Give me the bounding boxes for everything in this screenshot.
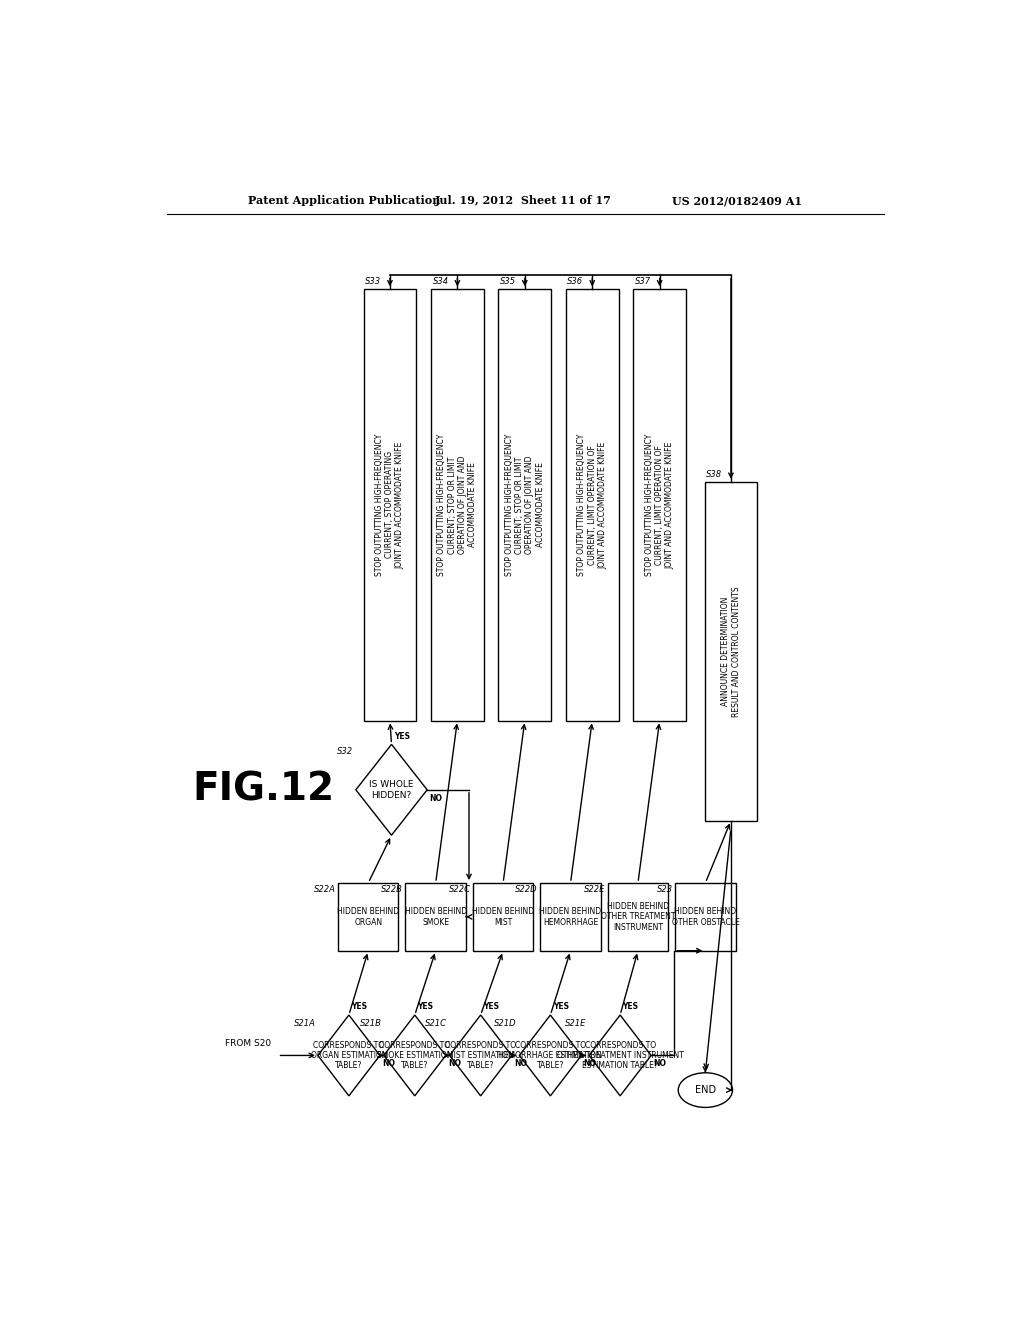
Text: NO: NO [429,793,442,803]
Text: CORRESPONDS TO
ORGAN ESTIMATION
TABLE?: CORRESPONDS TO ORGAN ESTIMATION TABLE? [310,1040,387,1071]
Bar [541,883,601,950]
Bar [675,883,735,950]
Text: S21D: S21D [495,1019,517,1028]
Bar [499,289,551,721]
Text: END: END [695,1085,716,1096]
Text: CORRESPONDS TO
HEMORRHAGE ESTIMATION
TABLE?: CORRESPONDS TO HEMORRHAGE ESTIMATION TAB… [499,1040,602,1071]
Text: S22C: S22C [449,884,471,894]
Text: S23: S23 [656,884,673,894]
Text: S38: S38 [707,470,722,479]
Text: Jul. 19, 2012  Sheet 11 of 17: Jul. 19, 2012 Sheet 11 of 17 [435,195,611,206]
Text: S33: S33 [366,277,381,286]
Bar [338,883,398,950]
Text: HIDDEN BEHIND
SMOKE: HIDDEN BEHIND SMOKE [404,907,467,927]
Text: STOP OUTPUTTING HIGH-FREQUENCY
CURRENT; STOP OR LIMIT
OPERATION OF JOINT AND
ACC: STOP OUTPUTTING HIGH-FREQUENCY CURRENT; … [437,434,477,576]
Text: NO: NO [653,1059,667,1068]
Text: S34: S34 [432,277,449,286]
Text: YES: YES [417,1002,433,1011]
Bar [607,883,669,950]
Text: NO: NO [514,1059,527,1068]
Text: CORRESPONDS TO
MIST ESTIMATION
TABLE?: CORRESPONDS TO MIST ESTIMATION TABLE? [445,1040,516,1071]
Text: Patent Application Publication: Patent Application Publication [248,195,440,206]
Text: YES: YES [394,733,411,742]
Text: CORRESPONDS TO
SMOKE ESTIMATION
TABLE?: CORRESPONDS TO SMOKE ESTIMATION TABLE? [377,1040,453,1071]
Text: S37: S37 [635,277,651,286]
Text: S21B: S21B [359,1019,381,1028]
Bar [633,289,686,721]
Text: FIG.12: FIG.12 [193,771,335,809]
Text: S36: S36 [567,277,584,286]
Text: S32: S32 [337,747,353,755]
Text: NO: NO [382,1059,395,1068]
Bar [431,289,483,721]
Text: HIDDEN BEHIND
HEMORRHAGE: HIDDEN BEHIND HEMORRHAGE [540,907,601,927]
Text: HIDDEN BEHIND
ORGAN: HIDDEN BEHIND ORGAN [337,907,399,927]
Text: HIDDEN BEHIND
OTHER OBSTACLE: HIDDEN BEHIND OTHER OBSTACLE [672,907,739,927]
Text: HIDDEN BEHIND
OTHER TREATMENT
INSTRUMENT: HIDDEN BEHIND OTHER TREATMENT INSTRUMENT [601,902,675,932]
Text: S21A: S21A [294,1019,315,1028]
Text: YES: YES [483,1002,499,1011]
Text: HIDDEN BEHIND
MIST: HIDDEN BEHIND MIST [472,907,535,927]
Text: STOP OUTPUTTING HIGH-FREQUENCY
CURRENT, LIMIT OPERATION OF
JOINT AND ACCOMMODATE: STOP OUTPUTTING HIGH-FREQUENCY CURRENT, … [645,434,675,576]
Text: CORRESPONDS TO
OTHER TREATMENT INSTRUMENT
ESTIMATION TABLE?: CORRESPONDS TO OTHER TREATMENT INSTRUMEN… [557,1040,684,1071]
Text: FROM S20: FROM S20 [225,1039,271,1048]
Bar [473,883,534,950]
Text: NO: NO [584,1059,597,1068]
Text: STOP OUTPUTTING HIGH-FREQUENCY
CURRENT; STOP OR LIMIT
OPERATION OF JOINT AND
ACC: STOP OUTPUTTING HIGH-FREQUENCY CURRENT; … [505,434,545,576]
Bar [705,482,758,821]
Text: ANNOUNCE DETERMINATION
RESULT AND CONTROL CONTENTS: ANNOUNCE DETERMINATION RESULT AND CONTRO… [721,586,740,717]
Text: S22D: S22D [515,884,538,894]
Text: STOP OUTPUTTING HIGH-FREQUENCY
CURRENT, STOP OPERATING
JOINT AND ACCOMMODATE KNI: STOP OUTPUTTING HIGH-FREQUENCY CURRENT, … [375,434,404,576]
Text: STOP OUTPUTTING HIGH-FREQUENCY
CURRENT, LIMIT OPERATION OF
JOINT AND ACCOMMODATE: STOP OUTPUTTING HIGH-FREQUENCY CURRENT, … [578,434,607,576]
Text: NO: NO [449,1059,461,1068]
Text: S22A: S22A [313,884,336,894]
Text: YES: YES [623,1002,638,1011]
Text: S22B: S22B [381,884,403,894]
Text: US 2012/0182409 A1: US 2012/0182409 A1 [672,195,802,206]
Text: S21C: S21C [425,1019,447,1028]
Text: YES: YES [553,1002,568,1011]
Text: S35: S35 [500,277,516,286]
Bar [406,883,466,950]
Text: S21E: S21E [565,1019,587,1028]
Text: YES: YES [351,1002,368,1011]
Text: IS WHOLE
HIDDEN?: IS WHOLE HIDDEN? [370,780,414,800]
Bar [364,289,417,721]
Bar [566,289,618,721]
Text: S22E: S22E [584,884,605,894]
